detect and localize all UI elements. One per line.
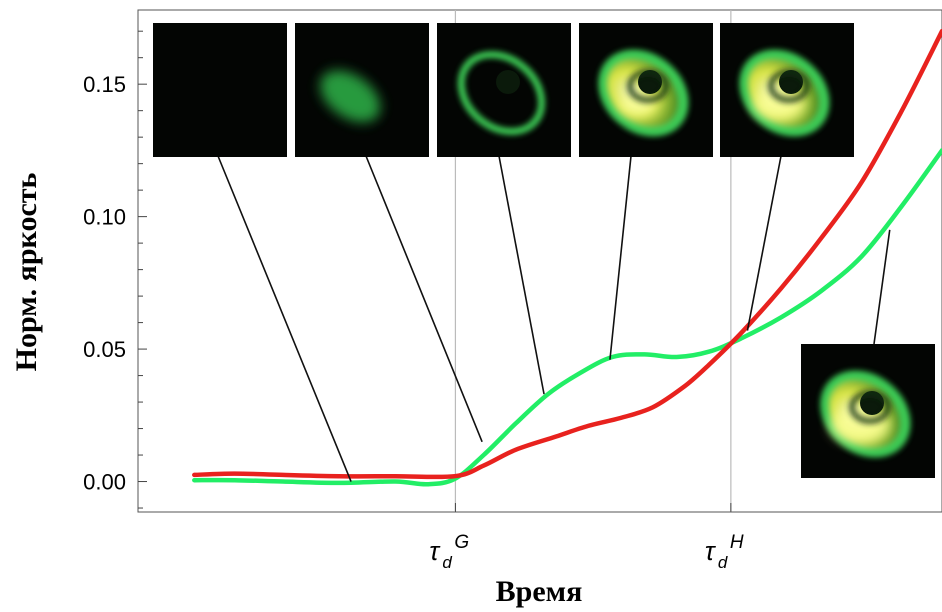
inner-shadow	[849, 390, 891, 424]
x-axis: τ dG τ dH	[429, 503, 744, 572]
x-tick-superscript: H	[730, 532, 744, 553]
y-tick-label: 0.00	[83, 470, 126, 495]
y-axis: 0.00 0.05 0.10 0.15	[83, 30, 147, 509]
callout-line	[365, 155, 483, 443]
x-tick-label-2: τ	[705, 536, 717, 566]
x-tick-subscript: d	[718, 553, 728, 572]
callout-line	[217, 155, 352, 482]
thumbnail-5	[720, 23, 854, 157]
thumbnail-4	[579, 23, 713, 157]
x-tick-subscript: d	[442, 553, 452, 572]
thumbnail-images	[153, 23, 935, 478]
plot-frame	[137, 9, 942, 513]
series-line-1	[192, 28, 942, 480]
glow-ring	[457, 51, 546, 136]
x-tick-superscript: G	[454, 532, 469, 553]
thumbnail-3	[437, 23, 571, 157]
glow-blob	[320, 70, 381, 123]
y-axis-title: Норм. яркость	[10, 173, 43, 372]
series-line-2	[192, 148, 942, 487]
callout-line	[873, 229, 891, 345]
bright-lobe	[753, 88, 805, 120]
y-tick-label: 0.05	[83, 337, 126, 362]
inner-shadow	[768, 69, 810, 103]
thumbnail-6	[801, 344, 935, 478]
bright-lobe	[830, 406, 890, 444]
x-tick-label-1: τ	[429, 536, 441, 566]
thumbnail-1	[153, 23, 287, 157]
y-tick-label: 0.15	[83, 72, 126, 97]
y-tick-label: 0.10	[83, 205, 126, 230]
x-axis-title: Время	[496, 575, 583, 608]
callout-line	[746, 155, 782, 331]
thumbnail-2	[295, 23, 429, 157]
inner-shadow	[627, 69, 669, 103]
callout-line	[609, 155, 632, 360]
thumbnail-background	[153, 23, 287, 157]
callout-line	[498, 155, 545, 395]
callout-lines	[217, 155, 891, 482]
series-layer	[192, 28, 942, 487]
plot-border	[137, 9, 942, 513]
dark-core	[496, 70, 520, 94]
